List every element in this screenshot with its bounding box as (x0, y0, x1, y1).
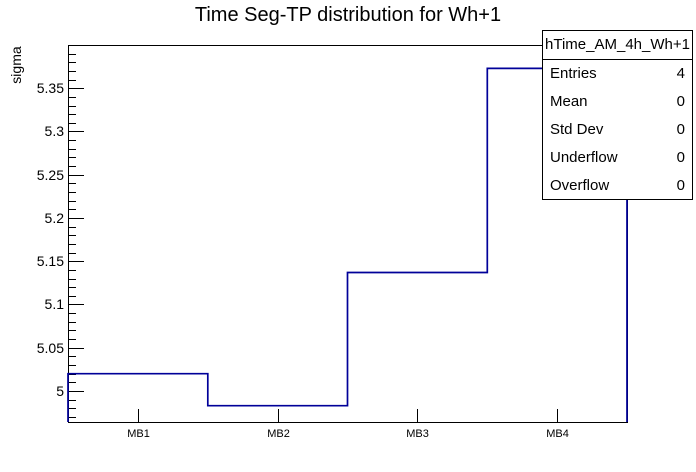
y-tick-label: 5.2 (44, 209, 64, 226)
stats-label: Overflow (550, 177, 610, 194)
stats-box[interactable]: hTime_AM_4h_Wh+1 Entries 4 Mean 0 Std De… (542, 30, 693, 200)
stats-value: 0 (676, 93, 685, 110)
stats-row: Entries 4 (543, 60, 692, 88)
stats-label: Underflow (550, 149, 618, 166)
stats-label: Entries (550, 65, 597, 82)
y-tick-label: 5.25 (36, 166, 64, 183)
y-tick-label: 5.3 (44, 122, 64, 139)
x-tick-label: MB2 (267, 428, 290, 440)
y-tick-label: 5 (56, 382, 64, 399)
y-tick-label: 5.1 (44, 295, 64, 312)
x-tick-label: MB1 (127, 428, 150, 440)
stats-row: Std Dev 0 (543, 116, 692, 144)
stats-row: Overflow 0 (543, 172, 692, 200)
stats-value: 0 (676, 121, 685, 138)
stats-label: Std Dev (550, 121, 604, 138)
x-tick-label: MB3 (406, 428, 429, 440)
stats-box-title: hTime_AM_4h_Wh+1 (543, 31, 692, 60)
x-tick-label: MB4 (546, 428, 569, 440)
y-tick-label: 5.35 (36, 79, 64, 96)
y-tick-label: 5.15 (36, 252, 64, 269)
stats-row: Mean 0 (543, 88, 692, 116)
stats-row: Underflow 0 (543, 144, 692, 172)
stats-value: 4 (676, 65, 685, 82)
stats-value: 0 (676, 177, 685, 194)
stats-label: Mean (550, 93, 588, 110)
plot-title: Time Seg-TP distribution for Wh+1 (194, 4, 502, 26)
y-tick-label: 5.05 (36, 339, 64, 356)
stats-value: 0 (676, 149, 685, 166)
